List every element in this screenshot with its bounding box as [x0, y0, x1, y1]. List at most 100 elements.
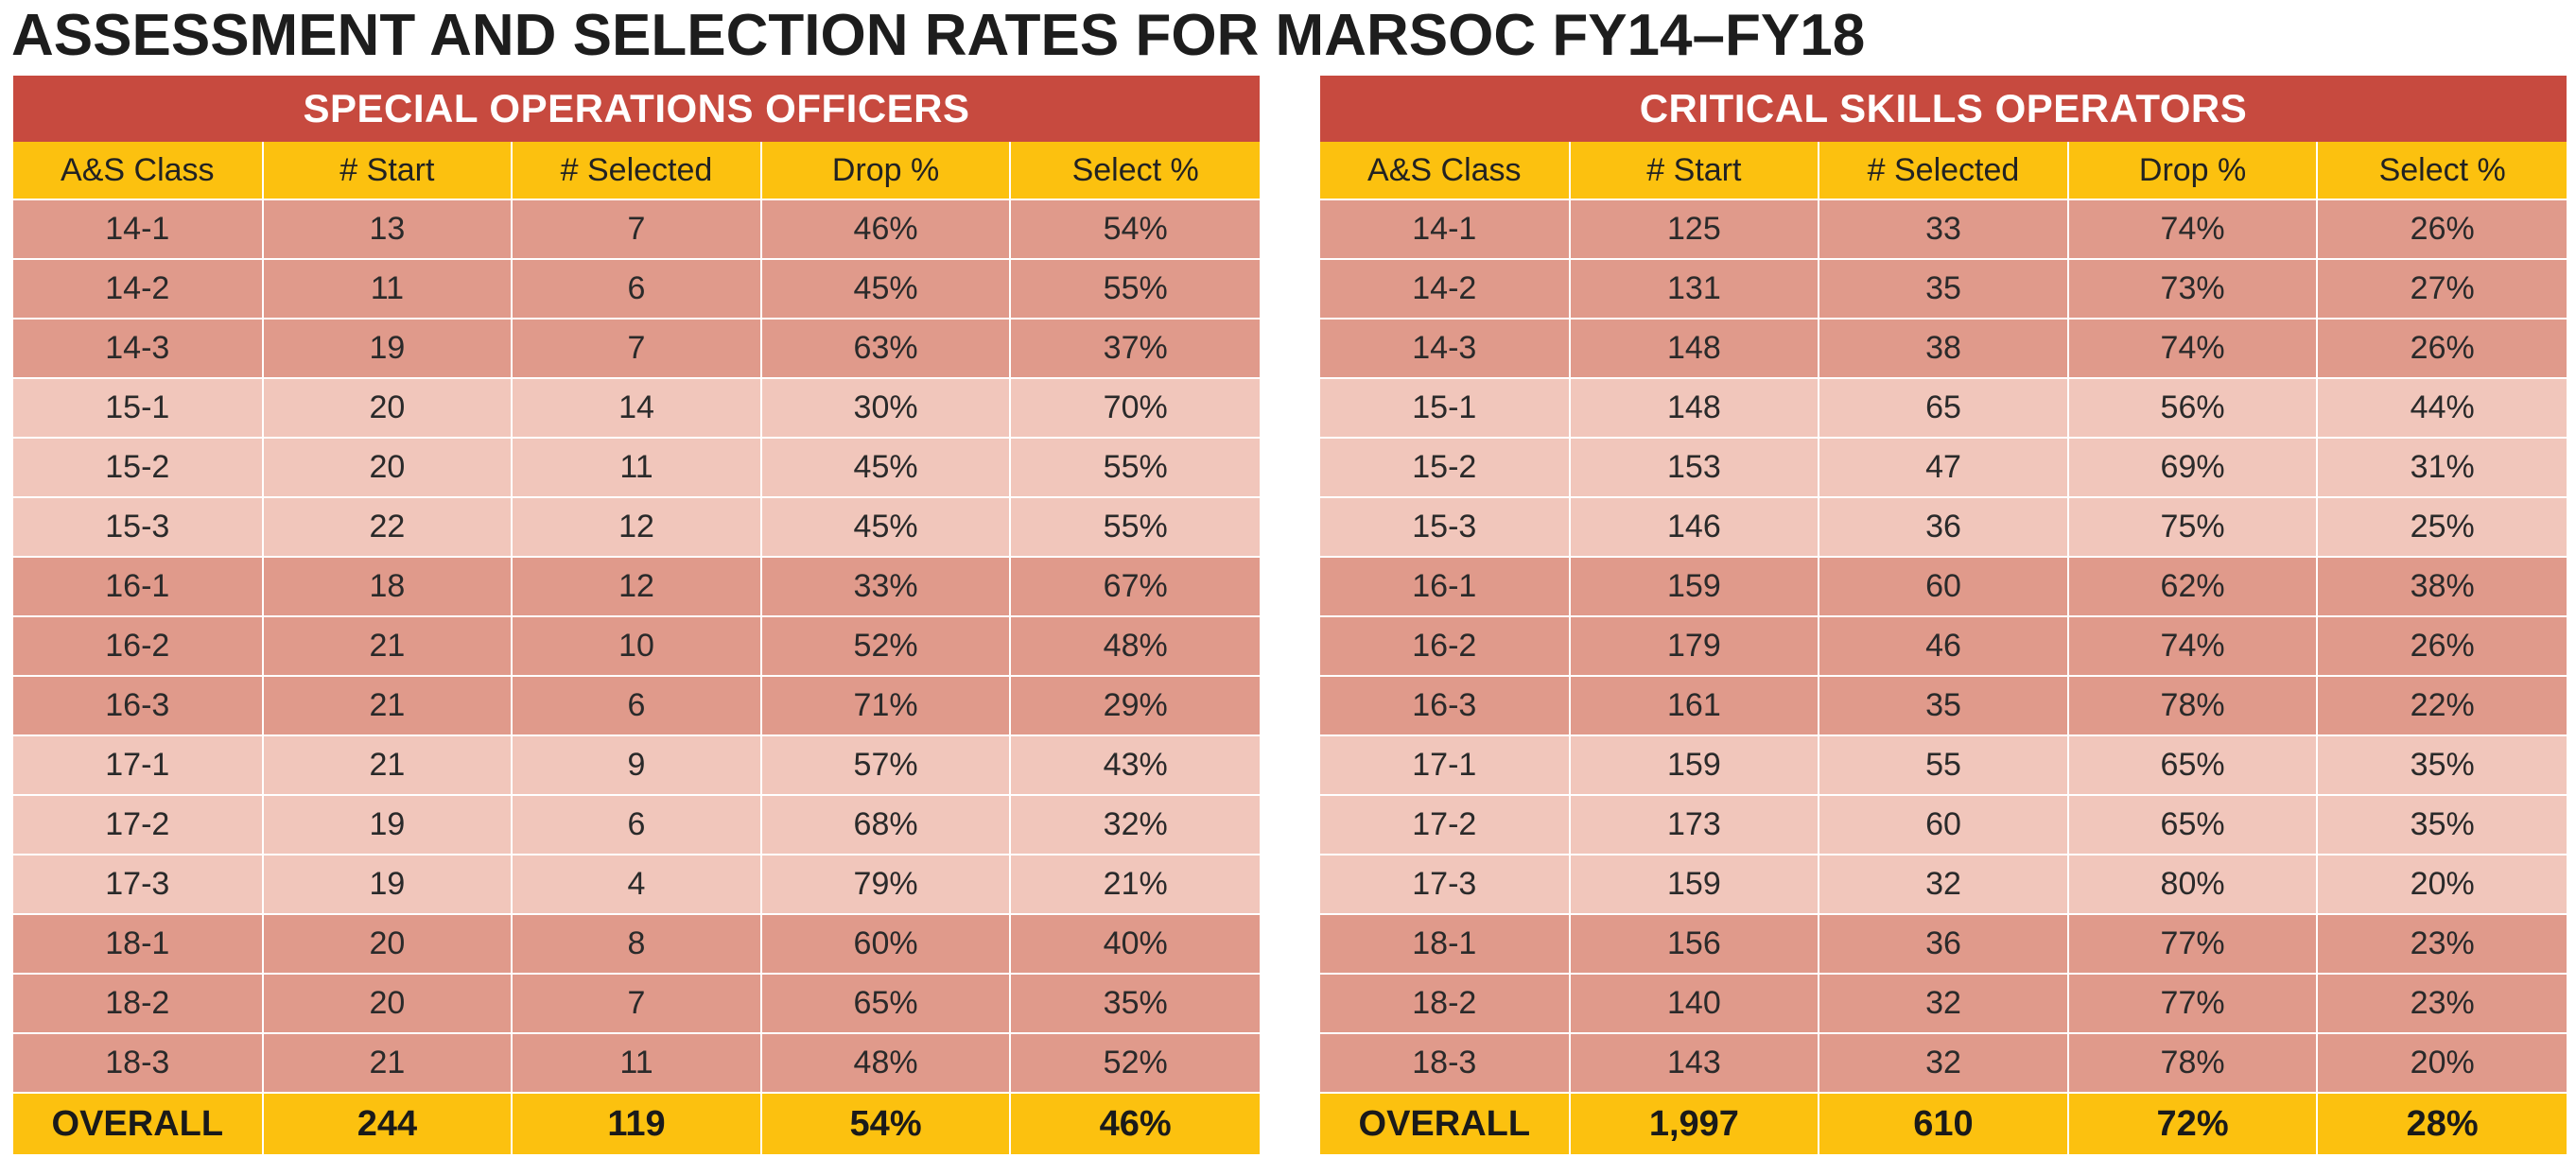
table-cell: 78% — [2066, 1032, 2319, 1093]
overall-cell: 54% — [759, 1092, 1012, 1154]
table-cell: 20% — [2316, 1032, 2567, 1093]
table-cell: 14-2 — [13, 258, 264, 319]
column-header: # Start — [1568, 142, 1820, 199]
table-row: 14-2 11 6 45% 55% — [13, 258, 1260, 319]
table-row: 16-2 21 10 52% 48% — [13, 615, 1260, 676]
column-header-row: A&S Class # Start # Selected Drop % Select % — [1320, 142, 2567, 199]
table-cell: 17-3 — [1320, 854, 1571, 914]
overall-cell: 28% — [2316, 1092, 2567, 1154]
table-row: 14-1 125 33 74% 26% — [1320, 199, 2567, 259]
table-cell: 74% — [2066, 615, 2319, 676]
table-cell: 54% — [1009, 199, 1260, 259]
table-cell: 38 — [1818, 318, 2069, 378]
table-cell: 71% — [759, 675, 1012, 735]
table-cell: 21 — [261, 1032, 513, 1093]
table-row: 15-1 20 14 30% 70% — [13, 377, 1260, 438]
table-row: 18-1 20 8 60% 40% — [13, 913, 1260, 974]
column-header: # Start — [261, 142, 513, 199]
table-cell: 125 — [1568, 199, 1820, 259]
table-cell: 46 — [1818, 615, 2069, 676]
table-cell: 17-2 — [1320, 794, 1571, 855]
table-cell: 25% — [2316, 496, 2567, 557]
table-row: 18-2 20 7 65% 35% — [13, 973, 1260, 1033]
table-cell: 48% — [759, 1032, 1012, 1093]
table-cell: 78% — [2066, 675, 2319, 735]
table-cell: 131 — [1568, 258, 1820, 319]
table-row: 15-2 20 11 45% 55% — [13, 437, 1260, 497]
table-cell: 55% — [1009, 258, 1260, 319]
table-cell: 63% — [759, 318, 1012, 378]
table-cell: 19 — [261, 794, 513, 855]
table-cell: 156 — [1568, 913, 1820, 974]
table-cell: 60 — [1818, 794, 2069, 855]
table-cell: 15-3 — [1320, 496, 1571, 557]
data-table: A&S Class # Start # Selected Drop % Select %… — [13, 142, 1260, 1154]
table-row: 14-3 19 7 63% 37% — [13, 318, 1260, 378]
table-cell: 20 — [261, 913, 513, 974]
overall-cell: 46% — [1009, 1092, 1260, 1154]
table-cell: 11 — [511, 1032, 762, 1093]
table-cell: 19 — [261, 318, 513, 378]
table-cell: 16-3 — [13, 675, 264, 735]
table-cell: 21 — [261, 675, 513, 735]
table-cell: 15-1 — [1320, 377, 1571, 438]
table-cell: 35% — [2316, 794, 2567, 855]
table-cell: 7 — [511, 318, 762, 378]
table-row: 16-2 179 46 74% 26% — [1320, 615, 2567, 676]
table-cell: 33 — [1818, 199, 2069, 259]
table-cell: 161 — [1568, 675, 1820, 735]
table-row: 18-2 140 32 77% 23% — [1320, 973, 2567, 1033]
table-cell: 16-2 — [1320, 615, 1571, 676]
table-cell: 26% — [2316, 615, 2567, 676]
table-row: 16-1 18 12 33% 67% — [13, 556, 1260, 616]
table-cell: 7 — [511, 199, 762, 259]
table-row: 16-3 161 35 78% 22% — [1320, 675, 2567, 735]
table-cell: 22% — [2316, 675, 2567, 735]
table-cell: 4 — [511, 854, 762, 914]
table-cell: 159 — [1568, 556, 1820, 616]
table-cell: 16-1 — [1320, 556, 1571, 616]
table-cell: 79% — [759, 854, 1012, 914]
table-cell: 30% — [759, 377, 1012, 438]
table-cell: 16-3 — [1320, 675, 1571, 735]
table-cell: 21% — [1009, 854, 1260, 914]
column-header-row: A&S Class # Start # Selected Drop % Select % — [13, 142, 1260, 199]
table-cell: 14 — [511, 377, 762, 438]
table-cell: 77% — [2066, 973, 2319, 1033]
table-cell: 159 — [1568, 734, 1820, 795]
overall-cell: 610 — [1818, 1092, 2069, 1154]
table-row: 15-3 146 36 75% 25% — [1320, 496, 2567, 557]
table-cell: 140 — [1568, 973, 1820, 1033]
table-cell: 7 — [511, 973, 762, 1033]
table-cell: 40% — [1009, 913, 1260, 974]
table-cell: 60% — [759, 913, 1012, 974]
table-cell: 35% — [1009, 973, 1260, 1033]
table-cell: 35 — [1818, 258, 2069, 319]
overall-cell: 119 — [511, 1092, 762, 1154]
table-cell: 36 — [1818, 496, 2069, 557]
table-cell: 37% — [1009, 318, 1260, 378]
table-row: 17-2 173 60 65% 35% — [1320, 794, 2567, 855]
table-row: 15-1 148 65 56% 44% — [1320, 377, 2567, 438]
panel-header: SPECIAL OPERATIONS OFFICERS — [13, 76, 1260, 142]
table-cell: 56% — [2066, 377, 2319, 438]
table-cell: 23% — [2316, 973, 2567, 1033]
table-cell: 16-1 — [13, 556, 264, 616]
table-cell: 77% — [2066, 913, 2319, 974]
table-cell: 22 — [261, 496, 513, 557]
table-row: 17-1 21 9 57% 43% — [13, 734, 1260, 795]
table-cell: 69% — [2066, 437, 2319, 497]
table-cell: 19 — [261, 854, 513, 914]
table-cell: 12 — [511, 556, 762, 616]
table-cell: 27% — [2316, 258, 2567, 319]
table-cell: 73% — [2066, 258, 2319, 319]
table-cell: 62% — [2066, 556, 2319, 616]
overall-cell: 72% — [2066, 1092, 2319, 1154]
table-cell: 14-3 — [1320, 318, 1571, 378]
table-cell: 21 — [261, 734, 513, 795]
table-cell: 65% — [2066, 794, 2319, 855]
page-title: ASSESSMENT AND SELECTION RATES FOR MARSO… — [11, 3, 1866, 68]
table-row: 16-1 159 60 62% 38% — [1320, 556, 2567, 616]
table-cell: 33% — [759, 556, 1012, 616]
table-cell: 179 — [1568, 615, 1820, 676]
